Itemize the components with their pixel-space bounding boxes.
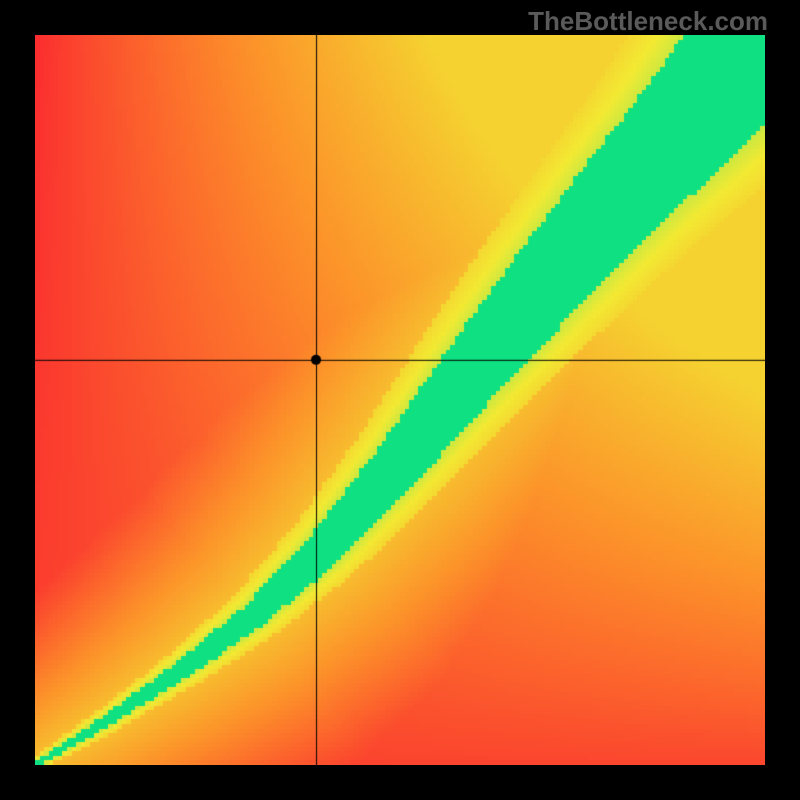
chart-container: { "watermark": { "text": "TheBottleneck.… bbox=[0, 0, 800, 800]
bottleneck-heatmap bbox=[35, 35, 765, 765]
watermark-text: TheBottleneck.com bbox=[528, 6, 768, 37]
